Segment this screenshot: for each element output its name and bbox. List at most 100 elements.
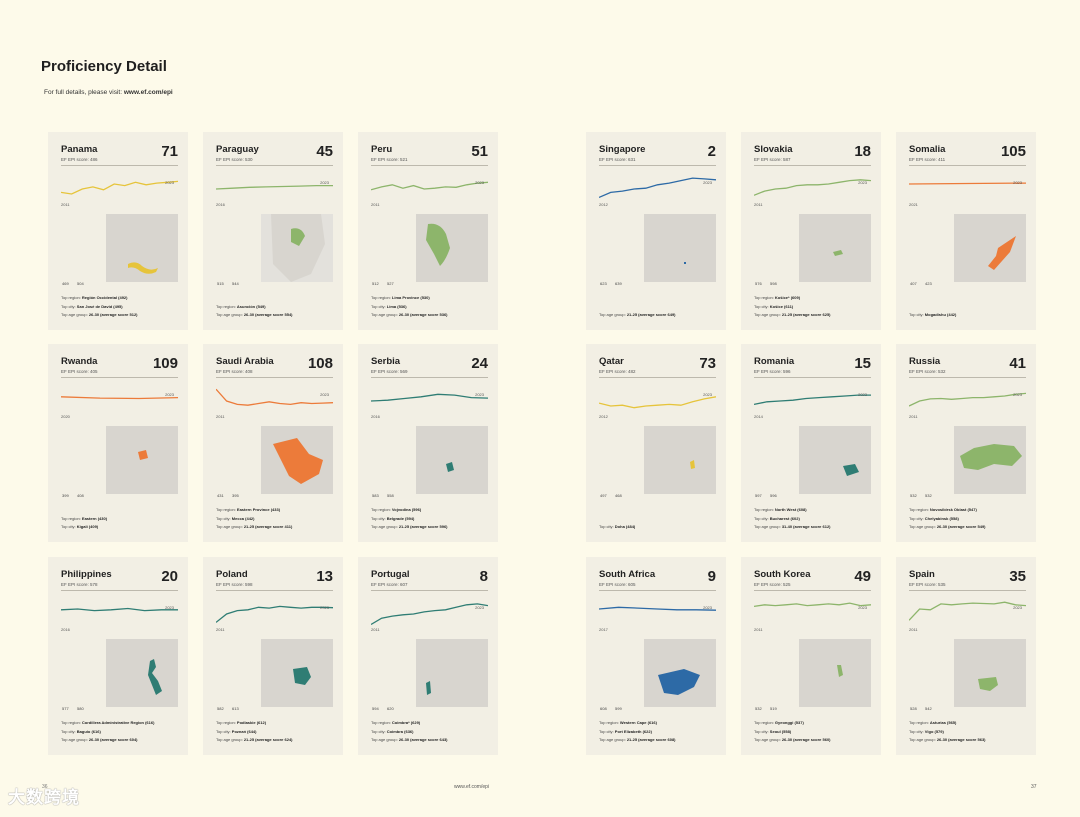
start-year: 2016 xyxy=(61,627,70,632)
country-card-peru: Peru EF EPI score: 521 51 2011 2023 512 527 Top… xyxy=(358,132,498,330)
stat-label: Top age group: xyxy=(61,312,89,318)
country-map xyxy=(261,639,333,707)
stat-value: 21-25 (average score 596) xyxy=(398,524,448,530)
female-score: 597 xyxy=(755,493,762,498)
trend-line-chart xyxy=(599,177,716,198)
highlighted-country-shape xyxy=(837,665,843,677)
page-title: Proficiency Detail xyxy=(41,58,167,75)
epi-score: EF EPI score: 569 xyxy=(371,369,408,374)
trend-series xyxy=(754,179,871,196)
rank-number: 9 xyxy=(707,568,716,585)
stat-value: North West (608) xyxy=(774,507,807,512)
stat-value: Baguio (616) xyxy=(76,728,101,734)
trend-line-chart xyxy=(754,394,871,406)
stat-line: Top city: Vigo (579) xyxy=(909,728,1030,737)
country-card-qatar: Qatar EF EPI score: 482 73 2012 2023 497 468 To… xyxy=(586,344,726,542)
end-year: 2023 xyxy=(475,180,484,185)
page-number-left: 36 xyxy=(42,784,48,790)
country-name: Paraguay xyxy=(216,144,259,155)
country-map xyxy=(416,639,488,707)
end-year: 2023 xyxy=(1013,605,1022,610)
stat-value: Novosibirsk Oblast (547) xyxy=(929,507,977,512)
female-score: 576 xyxy=(755,281,762,286)
country-card-singapore: Singapore EF EPI score: 631 2 2012 2023 623 63… xyxy=(586,132,726,330)
stat-value: Eastern (430) xyxy=(81,515,108,521)
stat-line: Top region: Cordillera Administrative Re… xyxy=(61,719,182,728)
stat-line: Top age group: 26-30 (average score 554) xyxy=(216,311,337,320)
stat-value: Lima (536) xyxy=(386,303,407,309)
country-card-serbia: Serbia EF EPI score: 569 24 2016 2023 583 558 T… xyxy=(358,344,498,542)
trend-series xyxy=(61,180,178,195)
stat-value: 26-30 (average score 554) xyxy=(243,312,293,318)
trend-line-chart xyxy=(599,606,716,611)
divider xyxy=(61,590,178,591)
divider xyxy=(371,590,488,591)
rank-number: 51 xyxy=(471,143,488,160)
end-year: 2023 xyxy=(475,392,484,397)
stat-line: Top city: Mogadishu (442) xyxy=(909,311,1030,320)
country-name: South Africa xyxy=(599,569,656,580)
epi-score: EF EPI score: 535 xyxy=(909,582,946,587)
stat-line: Top city: Poznań (644) xyxy=(216,728,337,737)
start-year: 2021 xyxy=(909,202,918,207)
stat-value: Lima Province (530) xyxy=(391,295,430,300)
female-score: 582 xyxy=(217,706,224,711)
highlighted-country-shape xyxy=(128,262,158,274)
trend-line-chart xyxy=(371,393,488,402)
female-score: 528 xyxy=(910,706,917,711)
stat-label: Top region: xyxy=(216,303,237,309)
country-card-rwanda: Rwanda EF EPI score: 405 109 2020 2023 399 408… xyxy=(48,344,188,542)
country-map xyxy=(416,214,488,282)
highlighted-country-shape xyxy=(833,250,843,256)
stat-label: Top age group: xyxy=(754,524,782,530)
top-stats: Top region: Western Cape (616) Top city: … xyxy=(599,719,720,745)
gender-icons xyxy=(753,250,783,276)
stat-line: Top region: Lima Province (530) xyxy=(371,294,492,303)
watermark-logo: 大数跨境 xyxy=(8,788,80,807)
gender-icons xyxy=(60,675,90,701)
start-year: 2014 xyxy=(754,414,763,419)
trend-series xyxy=(216,388,333,406)
highlighted-country-shape xyxy=(684,262,686,264)
subtitle-link[interactable]: www.ef.com/epi xyxy=(123,89,173,96)
stat-line: Top city: Chelyabinsk (558) xyxy=(909,515,1030,524)
end-year: 2023 xyxy=(858,180,867,185)
top-stats: Top region: Cordillera Administrative Re… xyxy=(61,719,182,745)
end-year: 2023 xyxy=(320,392,329,397)
stat-value: Seoul (558) xyxy=(769,728,792,734)
stat-line: Top region: Región Occidental (492) xyxy=(61,294,182,303)
stat-line: Top region: Košice* (609) xyxy=(754,294,875,303)
stat-label: Top age group: xyxy=(599,312,627,318)
divider xyxy=(754,165,871,166)
highlighted-country-shape xyxy=(291,228,305,246)
top-stats: Top region: Asturias (565) Top city: Vigo… xyxy=(909,719,1030,745)
divider xyxy=(61,165,178,166)
start-year: 2012 xyxy=(599,202,608,207)
country-name: Singapore xyxy=(599,144,646,155)
country-map xyxy=(644,426,716,494)
stat-line: Top age group: 21-25 (average score 411) xyxy=(216,523,337,532)
female-score: 608 xyxy=(600,706,607,711)
stat-line: Top region: Coimbra* (629) xyxy=(371,719,492,728)
stat-line: Top city: Seoul (558) xyxy=(754,728,875,737)
gender-icons xyxy=(215,250,245,276)
end-year: 2023 xyxy=(703,180,712,185)
highlighted-country-shape xyxy=(843,464,859,476)
stat-value: 21-25 (average score 649) xyxy=(626,312,676,318)
female-score: 515 xyxy=(217,281,224,286)
footer-url[interactable]: www.ef.com/epi xyxy=(454,784,490,790)
highlighted-country-shape xyxy=(690,460,695,469)
stat-label: Top city: xyxy=(371,728,387,734)
male-score: 395 xyxy=(232,493,239,498)
stat-value: Mecca (442) xyxy=(231,515,255,521)
stat-label: Top city: xyxy=(909,515,925,521)
stat-label: Top city: xyxy=(754,728,770,734)
male-score: 527 xyxy=(387,281,394,286)
divider xyxy=(599,590,716,591)
stat-value: Región Occidental (492) xyxy=(81,295,128,300)
stat-value: Cordillera Administrative Region (616) xyxy=(81,720,155,725)
stat-label: Top age group: xyxy=(909,737,937,743)
country-name: Somalia xyxy=(909,144,946,155)
rank-number: 105 xyxy=(1000,143,1026,160)
stat-label: Top region: xyxy=(61,720,82,725)
